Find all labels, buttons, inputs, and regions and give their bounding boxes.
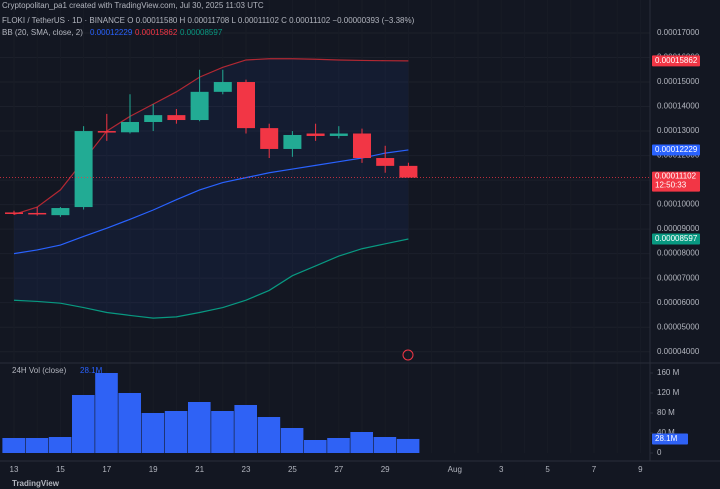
x-tick-label: 3 xyxy=(499,465,504,474)
volume-bar xyxy=(72,395,95,453)
x-tick-label: 25 xyxy=(288,465,297,474)
x-tick-label: 15 xyxy=(56,465,65,474)
volume-bar xyxy=(257,417,281,453)
volume-bar xyxy=(48,437,72,453)
price-badge: 0.00011102 xyxy=(655,172,697,181)
volume-bar xyxy=(350,432,373,453)
volume-bar xyxy=(373,437,397,453)
candle-body xyxy=(74,131,93,208)
lower-badge: 0.00008597 xyxy=(655,234,698,243)
candle-body xyxy=(283,134,302,149)
y-tick-label: 0.00004000 xyxy=(657,347,700,356)
candle-body xyxy=(121,121,139,133)
candle-body xyxy=(237,82,255,129)
y-tick-label: 0.00013000 xyxy=(657,126,700,135)
y-tick-label: 0.00017000 xyxy=(657,28,700,37)
volume-tick-label: 80 M xyxy=(657,408,675,417)
volume-label: 24H Vol (close) xyxy=(12,366,67,375)
candle-body xyxy=(329,133,348,136)
y-tick-label: 0.00014000 xyxy=(657,102,700,111)
y-tick-label: 0.00007000 xyxy=(657,273,700,282)
basis-badge-bg xyxy=(652,144,700,156)
volume-bar xyxy=(118,393,141,453)
candle-body xyxy=(97,131,116,133)
y-tick-label: 0.00005000 xyxy=(657,322,700,331)
x-tick-label: 7 xyxy=(592,465,597,474)
candle-body xyxy=(306,133,325,136)
candle-body xyxy=(399,165,418,178)
volume-bar xyxy=(234,405,257,453)
volume-tick-label: 0 xyxy=(657,448,662,457)
volume-bar xyxy=(141,413,165,453)
upper-badge-bg xyxy=(652,55,700,67)
candle-body xyxy=(51,208,70,216)
volume-bar xyxy=(327,438,350,453)
indicator-upper: 0.00015862 xyxy=(135,28,178,37)
price-badge-bg xyxy=(652,171,700,192)
candle-body xyxy=(190,91,209,121)
basis-badge: 0.00012229 xyxy=(655,145,698,154)
candle-body xyxy=(213,82,232,92)
volume-bar xyxy=(95,373,118,453)
y-tick-label: 0.00009000 xyxy=(657,224,700,233)
volume-value: 28.1M xyxy=(80,366,103,375)
y-tick-label: 0.00010000 xyxy=(657,200,700,209)
upper-badge: 0.00015862 xyxy=(655,56,698,65)
volume-tick-label: 160 M xyxy=(657,368,680,377)
volume-badge-bg xyxy=(652,433,688,445)
candle-body xyxy=(167,115,186,121)
volume-bar xyxy=(280,428,304,453)
volume-bar xyxy=(188,402,211,453)
x-tick-label: 21 xyxy=(195,465,204,474)
indicator-lower: 0.00008597 xyxy=(180,28,223,37)
band-line xyxy=(13,238,409,319)
event-icon xyxy=(402,349,414,361)
candle-body xyxy=(144,115,163,122)
y-tick-label: 0.00006000 xyxy=(657,298,700,307)
y-tick-label: 0.00008000 xyxy=(657,249,700,258)
candle-body xyxy=(353,133,371,159)
candle-body xyxy=(5,212,23,214)
volume-bar xyxy=(211,411,234,453)
chart-title: Cryptopolitan_pa1 created with TradingVi… xyxy=(2,1,264,10)
logo: TradingView xyxy=(12,479,60,488)
chart-subtitle: FLOKI / TetherUS · 1D · BINANCE O 0.0001… xyxy=(2,16,415,25)
volume-bar xyxy=(2,438,26,453)
band-fill xyxy=(14,58,409,319)
countdown: 12:50:33 xyxy=(655,181,687,190)
volume-tick-label: 120 M xyxy=(657,388,680,397)
x-tick-label: 19 xyxy=(149,465,158,474)
y-tick-label: 0.00015000 xyxy=(657,77,700,86)
volume-bar xyxy=(396,438,420,453)
volume-badge: 28.1M xyxy=(655,434,678,443)
grid xyxy=(0,0,720,462)
x-tick-label: 23 xyxy=(242,465,251,474)
x-tick-label: 9 xyxy=(638,465,643,474)
volume-bar xyxy=(25,438,49,453)
x-tick-label: 13 xyxy=(10,465,19,474)
candle-body xyxy=(260,128,279,149)
indicator-basis: 0.00012229 xyxy=(90,28,133,37)
x-tick-label: 27 xyxy=(334,465,343,474)
indicator-label: BB (20, SMA, close, 2) xyxy=(2,28,83,37)
volume-bar xyxy=(164,411,188,453)
band-line xyxy=(13,149,409,255)
x-tick-label: 5 xyxy=(545,465,550,474)
volume-tick-label: 40 M xyxy=(657,428,675,437)
x-tick-label: Aug xyxy=(448,465,462,474)
x-tick-label: 17 xyxy=(102,465,111,474)
lower-badge-bg xyxy=(652,233,700,245)
candle-body xyxy=(376,158,395,166)
plot xyxy=(0,58,650,453)
volume-bar xyxy=(304,440,327,453)
candle-body xyxy=(28,212,47,215)
x-tick-label: 29 xyxy=(381,465,390,474)
